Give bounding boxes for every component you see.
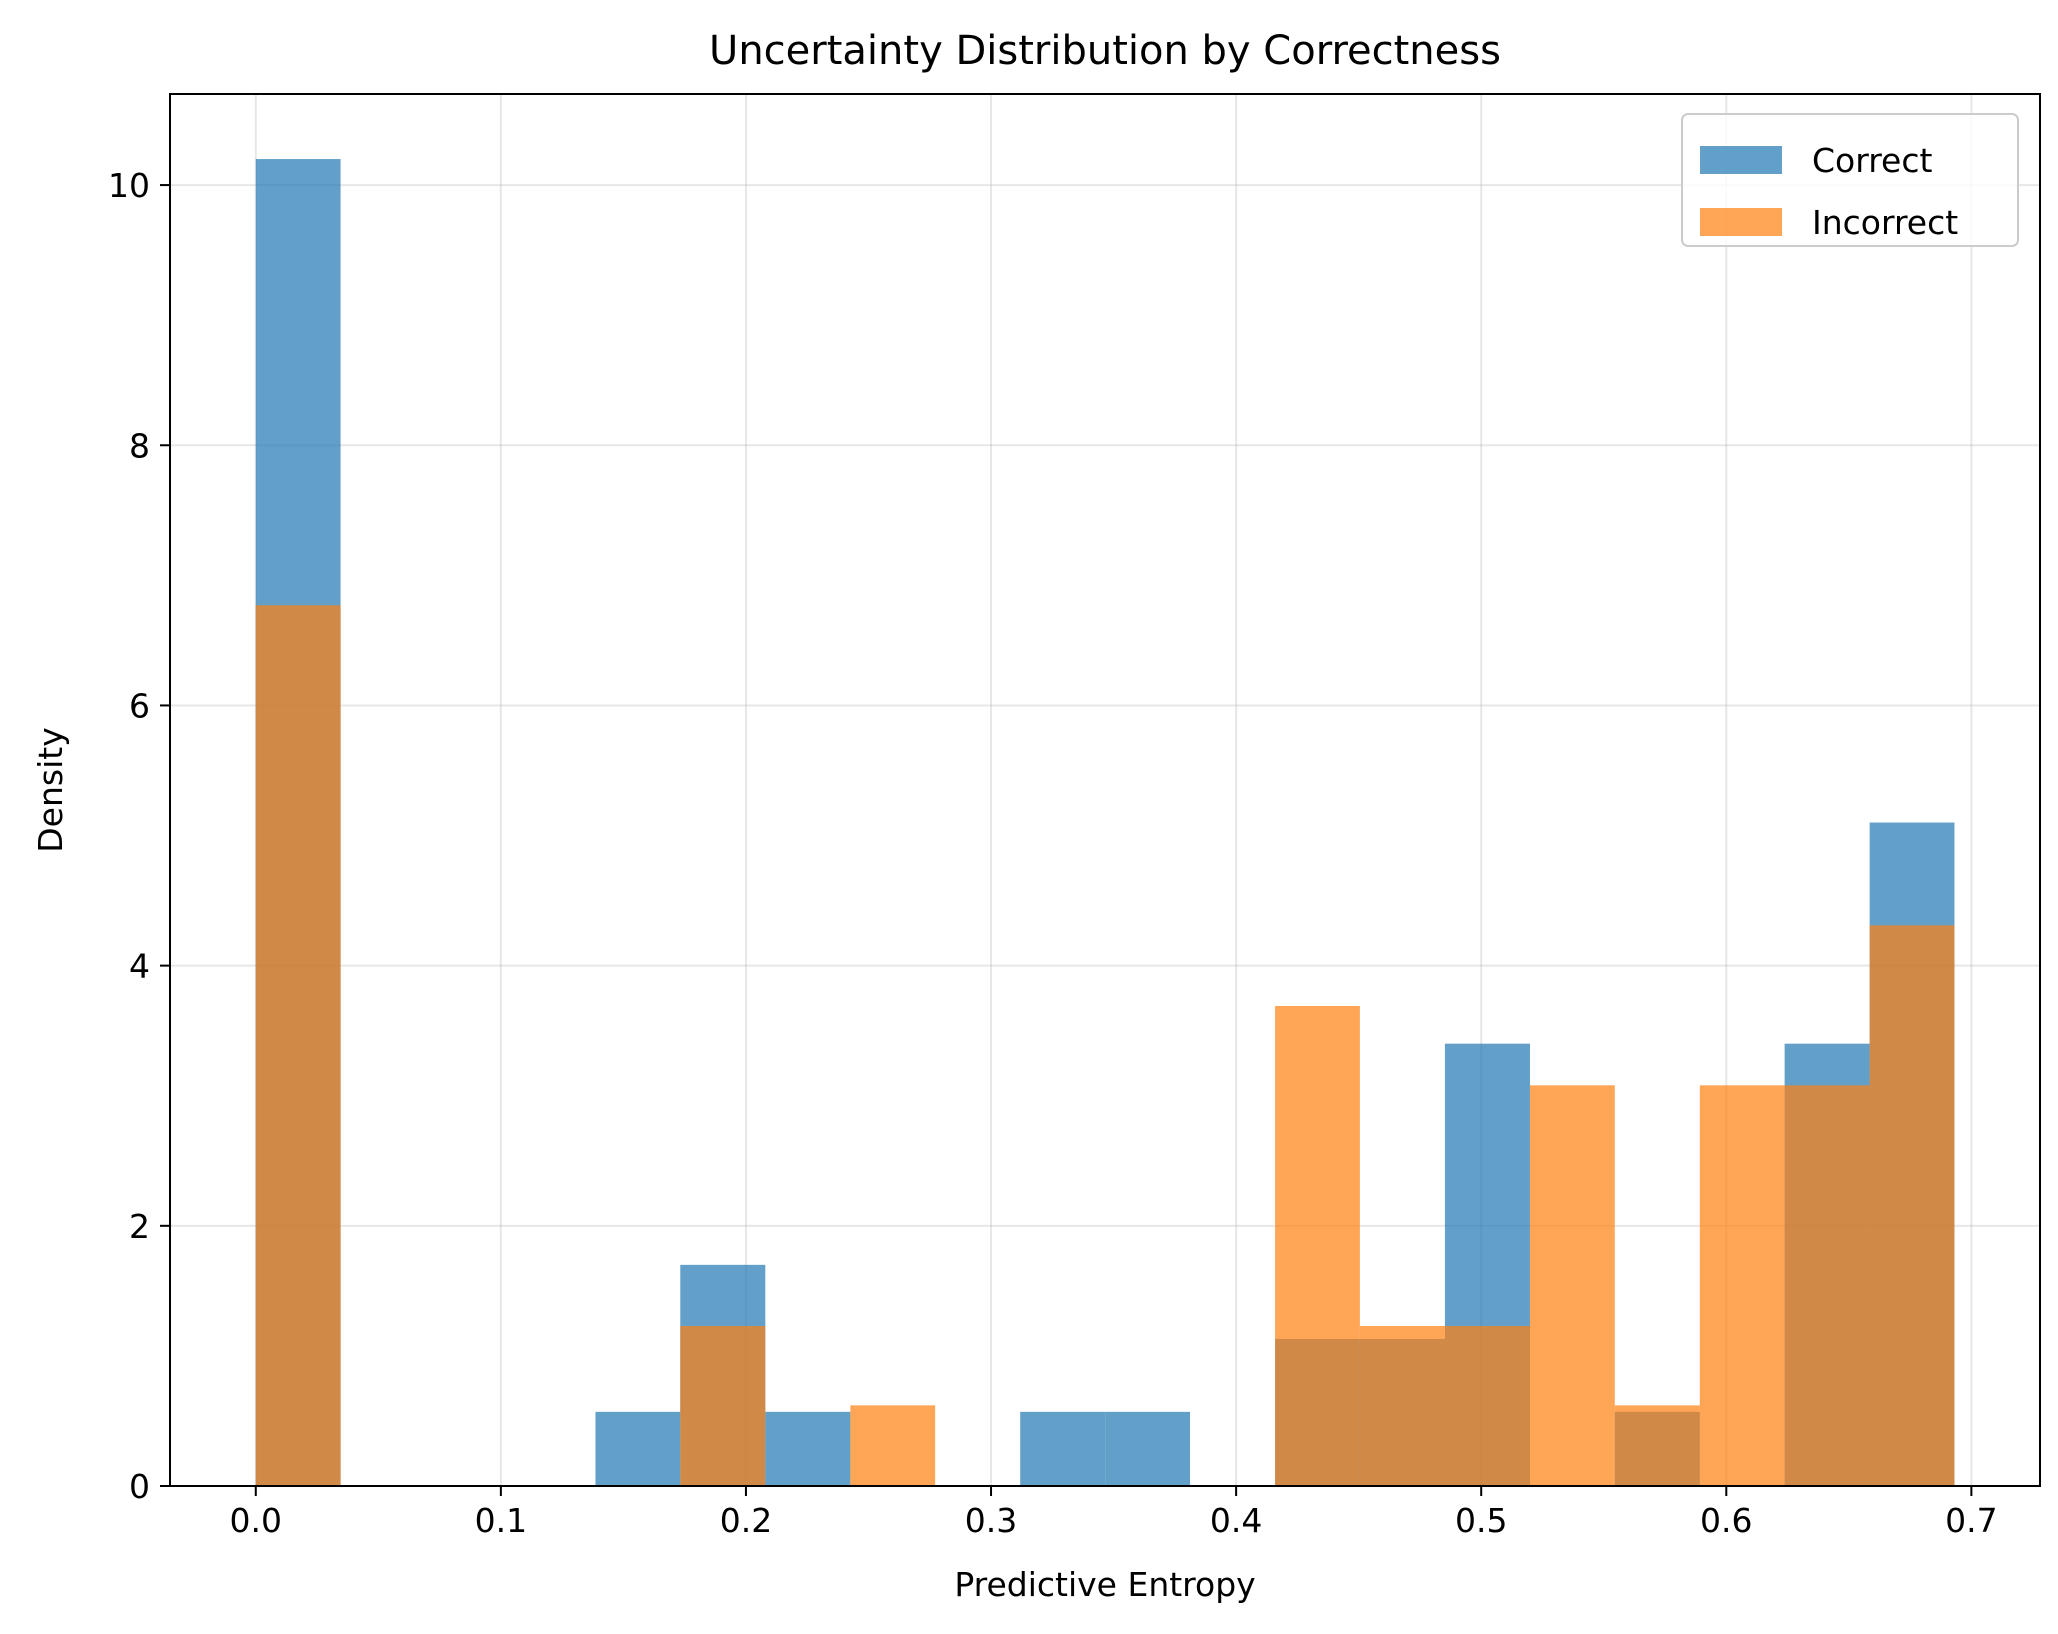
y-axis-label: Density (31, 727, 70, 852)
y-tick-label: 10 (108, 166, 150, 205)
x-tick-label: 0.4 (1210, 1501, 1262, 1540)
y-tick-label: 8 (129, 426, 150, 465)
bar-incorrect (1359, 1325, 1445, 1486)
x-tick-label: 0.0 (230, 1501, 282, 1540)
axis-ticks: 0.0 0.1 0.2 0.3 0.4 0.5 0.6 0.7 0 2 4 6 8 10 (108, 166, 1998, 1540)
x-tick-label: 0.1 (475, 1501, 527, 1540)
bar-incorrect (1699, 1085, 1785, 1486)
plot-frame (169, 93, 2041, 1487)
bar-incorrect (850, 1405, 936, 1486)
bar-incorrect (1614, 1405, 1700, 1486)
x-axis-label: Predictive Entropy (954, 1565, 1255, 1604)
x-tick-label: 0.3 (965, 1501, 1017, 1540)
legend-swatch-incorrect (1700, 208, 1782, 236)
y-tick-label: 6 (129, 686, 150, 725)
chart-title: Uncertainty Distribution by Correctness (709, 28, 1501, 74)
bar-correct (1105, 1411, 1191, 1486)
bar-incorrect (1784, 1085, 1870, 1486)
x-tick-label: 0.5 (1455, 1501, 1507, 1540)
bar-incorrect (1869, 925, 1955, 1486)
bar-incorrect (680, 1325, 766, 1486)
bar-correct (595, 1411, 681, 1486)
x-tick-label: 0.6 (1700, 1501, 1752, 1540)
y-tick-label: 0 (129, 1467, 150, 1506)
x-tick-label: 0.7 (1945, 1501, 1997, 1540)
legend-label-incorrect: Incorrect (1812, 203, 1958, 242)
x-tick-label: 0.2 (720, 1501, 772, 1540)
legend-label-correct: Correct (1812, 141, 1933, 180)
y-tick-label: 4 (129, 947, 150, 986)
bar-incorrect (1529, 1085, 1615, 1486)
legend: Correct Incorrect (1681, 113, 2019, 247)
bar-incorrect (1275, 1005, 1360, 1486)
bar-incorrect (1444, 1325, 1530, 1486)
bar-incorrect (255, 605, 341, 1486)
legend-swatch-correct (1700, 146, 1782, 174)
histogram-bars (255, 159, 1955, 1486)
y-tick-label: 2 (129, 1207, 150, 1246)
bar-correct (1020, 1411, 1106, 1486)
bar-correct (765, 1411, 851, 1486)
